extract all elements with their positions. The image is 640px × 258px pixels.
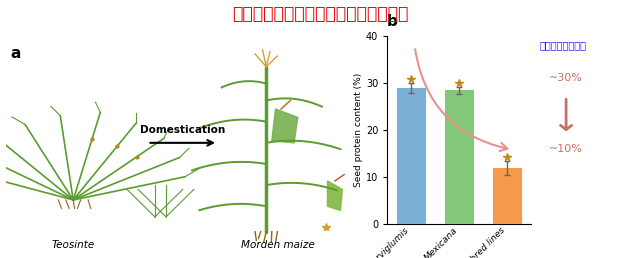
Bar [397,88,425,224]
Text: Domestication: Domestication [140,125,225,135]
Y-axis label: Seed protein content (%): Seed protein content (%) [354,73,363,187]
Text: 蛋白含量显著降低: 蛋白含量显著降低 [540,40,587,50]
Polygon shape [328,181,342,211]
Polygon shape [272,109,298,143]
Text: 从野生玉米中找回丢失的高蛋白基因！: 从野生玉米中找回丢失的高蛋白基因！ [232,5,408,23]
Bar [493,168,521,224]
Text: ~30%: ~30% [549,72,583,83]
Text: b: b [387,14,398,29]
Text: a: a [10,45,20,61]
Text: Teosinte: Teosinte [52,240,95,250]
Text: Morden maize: Morden maize [241,240,314,250]
Text: ~10%: ~10% [549,144,583,154]
Bar [445,90,473,224]
